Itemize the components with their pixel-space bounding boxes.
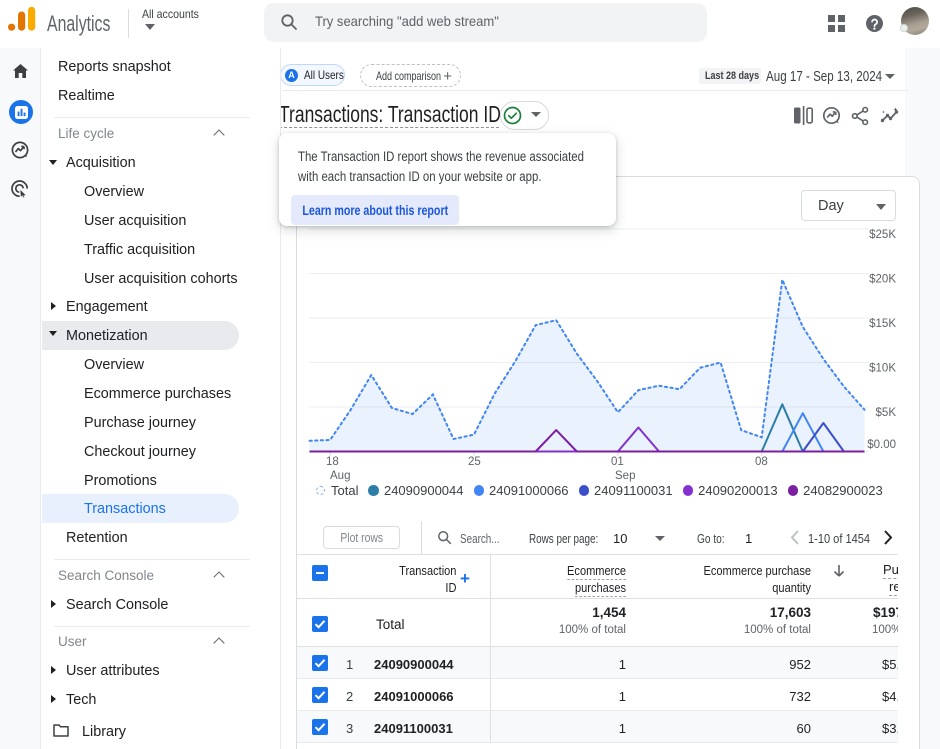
svg-text:18: 18 [326,456,339,468]
svg-text:Sep: Sep [615,470,635,482]
svg-text:$10K: $10K [869,363,896,375]
svg-text:$25K: $25K [869,229,896,241]
svg-text:25: 25 [468,456,481,468]
svg-text:08: 08 [755,456,768,468]
svg-text:01: 01 [611,456,624,468]
svg-text:$15K: $15K [869,318,896,330]
svg-text:Aug: Aug [330,470,350,482]
svg-text:$0.00: $0.00 [867,439,896,451]
svg-text:$20K: $20K [869,274,896,286]
svg-text:$5K: $5K [876,407,897,419]
